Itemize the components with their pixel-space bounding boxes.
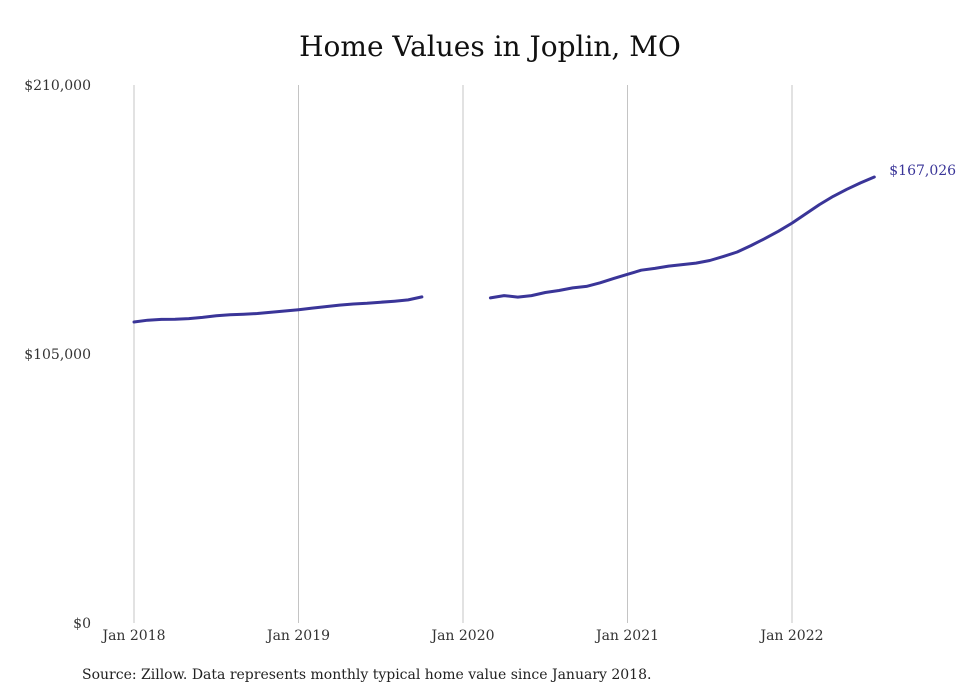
x-tick-label-1: Jan 2019 (265, 628, 330, 644)
series-line-segment-1 (488, 175, 876, 300)
end-value-label: $167,026 (889, 163, 956, 179)
x-tick-label-3: Jan 2021 (594, 628, 659, 644)
series-lines (132, 175, 876, 324)
grid-lines (133, 85, 793, 623)
x-tick-label-0: Jan 2018 (100, 628, 165, 644)
y-tick-label-0: $0 (73, 616, 91, 632)
series-line-segment-0 (132, 295, 424, 324)
y-tick-label-1: $105,000 (24, 347, 91, 363)
x-axis-ticks: Jan 2018 Jan 2019 Jan 2020 Jan 2021 Jan 2022 (100, 628, 823, 644)
end-labels: $167,026 (889, 163, 956, 179)
y-axis-ticks: $0 $105,000 $210,000 (24, 78, 91, 632)
x-tick-label-4: Jan 2022 (758, 628, 823, 644)
source-note: Source: Zillow. Data represents monthly … (82, 667, 652, 683)
chart-title: Home Values in Joplin, MO (299, 30, 681, 63)
y-tick-label-2: $210,000 (24, 78, 91, 94)
x-tick-label-2: Jan 2020 (429, 628, 494, 644)
